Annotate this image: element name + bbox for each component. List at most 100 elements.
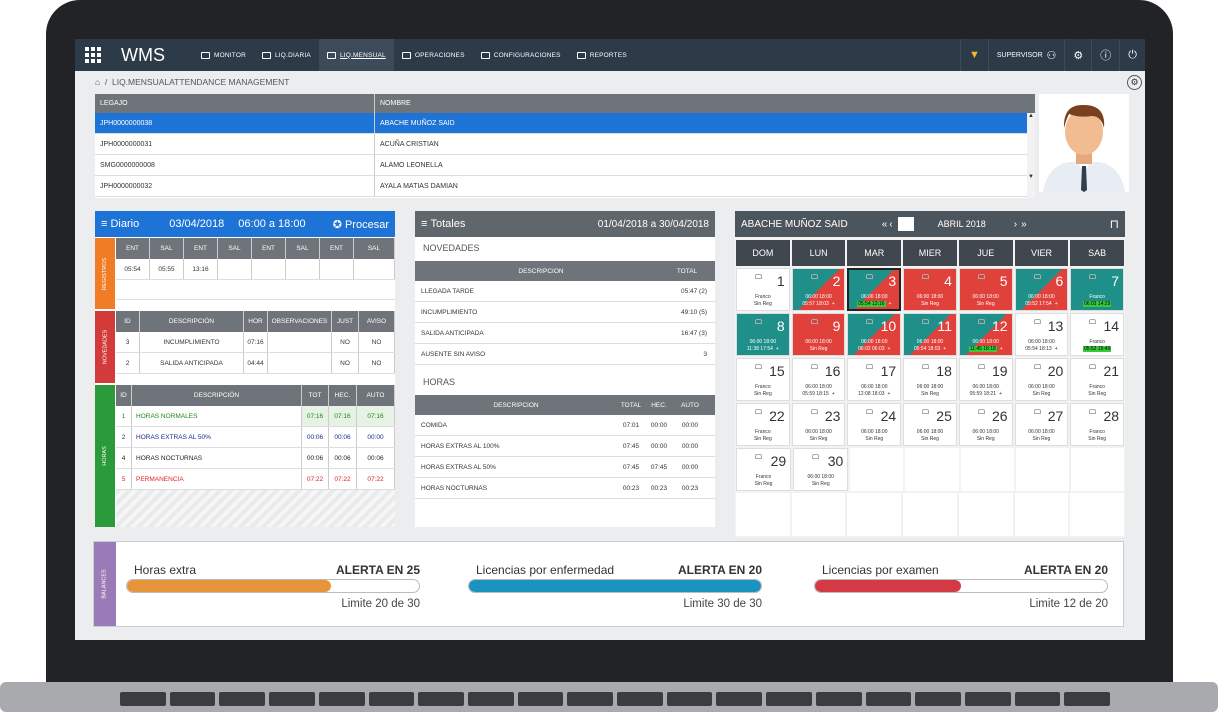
registros-value[interactable] (354, 259, 395, 279)
settings-icon[interactable]: ⚙ (1064, 39, 1091, 71)
calendar-day[interactable]: 6 06:00 18:00 05:52 17:54 + (1014, 268, 1069, 311)
plus-icon[interactable]: + (1054, 301, 1058, 307)
registros-value[interactable]: 05:54 (116, 259, 150, 279)
novedades-row[interactable]: 3 INCUMPLIMIENTO 07:16 NO NO (116, 332, 395, 353)
horas-row[interactable]: 4 HORAS NOCTURNAS 00:06 00:06 00:06 (116, 448, 395, 469)
filter-icon[interactable]: ▼ (959, 39, 988, 71)
calendar-day[interactable]: 23 06:00 18:00 Sin Reg (791, 403, 846, 446)
plus-icon[interactable]: + (998, 391, 1002, 397)
page-settings-icon[interactable]: ⚙ (1127, 75, 1142, 90)
calendar-day[interactable]: 4 06:00 18:00 Sin Reg (903, 268, 957, 311)
totales-nov-row[interactable]: INCUMPLIMIENTO 49:10 (5) (415, 302, 715, 323)
plus-icon[interactable]: + (943, 346, 947, 352)
lock-icon[interactable]: ⊓ (1109, 217, 1119, 231)
plus-icon[interactable]: + (887, 391, 891, 397)
plus-icon[interactable]: + (831, 301, 835, 307)
totales-nov-row[interactable]: SALIDA ANTICIPADA 16:47 (3) (415, 323, 715, 344)
horas-row[interactable]: 1 HORAS NORMALES 07:16 07:16 07:16 (116, 406, 395, 427)
calendar-day[interactable]: 16 06:00 18:00 05:59 18:15 + (791, 358, 846, 401)
list-icon: ≡ (421, 218, 428, 230)
calendar-week: 8 06:00 18:00 11:38 17:54 +9 06:00 18:00 Sin … (736, 313, 1125, 356)
calendar-day[interactable]: 12 06:00 18:00 11:45 18:18 + (958, 313, 1013, 356)
calendar-day[interactable]: 24 06:00 18:00 Sin Reg (847, 403, 902, 446)
horas-row[interactable]: 5 PERMANENCIA 07:22 07:22 07:22 (116, 469, 395, 490)
totales-hor-cell: 00:00 (650, 421, 668, 429)
day-lock-icon (866, 274, 874, 279)
nav-item-monitor[interactable]: MONITOR (193, 39, 254, 71)
prev-month-icon[interactable]: ‹ (889, 218, 893, 230)
registros-value[interactable] (286, 259, 320, 279)
day-number: 11 (937, 318, 952, 334)
calendar-day[interactable]: 25 06:00 18:00 Sin Reg (903, 403, 957, 446)
home-icon[interactable]: ⌂ (95, 77, 101, 87)
nav-item-liq-mensual[interactable]: LIQ.MENSUAL (318, 39, 394, 71)
nav-item-reportes[interactable]: REPORTES (569, 39, 635, 71)
apps-grid-icon[interactable] (85, 47, 101, 63)
registros-value[interactable] (218, 259, 252, 279)
calendar-day[interactable]: 20 06:00 18:00 Sin Reg (1014, 358, 1069, 401)
calendar-day[interactable]: 18 06:00 18:00 Sin Reg (903, 358, 957, 401)
calendar-day[interactable]: 17 06:00 18:00 12:08 18:03 + (847, 358, 902, 401)
calendar-day[interactable]: 14 Franco 05:52 15:49 (1070, 313, 1125, 356)
registros-value[interactable] (252, 259, 286, 279)
calendar-day[interactable]: 15 Franco Sin Reg (736, 358, 790, 401)
registros-value[interactable]: 05:55 (150, 259, 184, 279)
diario-date[interactable]: 03/04/2018 (169, 218, 225, 230)
novedades-row[interactable]: 2 SALIDA ANTICIPADA 04:44 NO NO (116, 353, 395, 374)
employee-scrollbar[interactable]: ▲ ▼ (1027, 113, 1035, 198)
employee-row[interactable]: JPH0000000032 AYALA MATIAS DAMIAN (95, 176, 1035, 197)
employee-nombre: ALAMO LEONELLA (380, 161, 443, 169)
month-toggle[interactable] (897, 217, 914, 231)
info-icon[interactable]: ⓘ (1091, 39, 1119, 71)
calendar-day[interactable]: 26 06:00 18:00 Sin Reg (958, 403, 1013, 446)
totales-hor-row[interactable]: HORAS EXTRAS AL 100% 07:45 00:00 00:00 (415, 436, 715, 457)
plus-icon[interactable]: + (888, 301, 892, 307)
day-number: 29 (770, 453, 787, 469)
calendar-day[interactable]: 22 Franco Sin Reg (736, 403, 790, 446)
registros-value[interactable] (320, 259, 354, 279)
totales-nov-col: TOTAL (676, 267, 698, 275)
employee-row[interactable]: JPH0000000031 ACUÑA CRISTIAN (95, 134, 1035, 155)
horas-row[interactable]: 2 HORAS EXTRAS AL 50% 00:06 00:06 00:00 (116, 427, 395, 448)
calendar-day[interactable]: 5 06:00 18:00 Sin Reg (958, 268, 1013, 311)
calendar-day[interactable]: 19 06:00 18:00 05:59 18:21 + (958, 358, 1013, 401)
nav-item-operaciones[interactable]: OPERACIONES (394, 39, 473, 71)
totales-nov-row[interactable]: LLEGADA TARDE 05:47 (2) (415, 281, 715, 302)
next-month-icon[interactable]: › (1013, 218, 1018, 230)
calendar-day[interactable]: 7 Franco 06:03 14:29 (1070, 268, 1125, 311)
plus-icon[interactable]: + (1054, 346, 1058, 352)
breadcrumb-path[interactable]: LIQ.MENSUAL (111, 77, 170, 87)
plus-icon[interactable]: + (831, 391, 835, 397)
employee-row[interactable]: SMG0000000008 ALAMO LEONELLA (95, 155, 1035, 176)
calendar-day[interactable]: 11 06:00 18:00 05:54 18:03 + (903, 313, 957, 356)
prev-year-icon[interactable]: « (881, 218, 888, 230)
calendar-day[interactable]: 30 06:00 18:00 Sin Reg (793, 448, 849, 491)
totales-nov-row[interactable]: AUSENTE SIN AVISO 3 (415, 344, 715, 365)
nav-item-configuraciones[interactable]: CONFIGURACIONES (473, 39, 569, 71)
calendar-day[interactable]: 13 06:00 18:00 05:54 18:13 + (1014, 313, 1069, 356)
calendar-day[interactable]: 9 06:00 18:00 Sin Reg (791, 313, 846, 356)
horas-table: ID DESCRIPCIÓN TOT HEC. AUTO 1 HORAS NORMALES 0… (116, 385, 395, 490)
totales-hor-row[interactable]: HORAS NOCTURNAS 00:23 00:23 00:23 (415, 478, 715, 499)
totales-hor-row[interactable]: HORAS EXTRAS AL 50% 07:45 07:45 00:00 (415, 457, 715, 478)
nav-item-liq-diaria[interactable]: LIQ.DIARIA (254, 39, 319, 71)
plus-icon[interactable]: + (775, 346, 779, 352)
calendar-day[interactable]: 1 Franco Sin Reg (736, 268, 790, 311)
calendar-day[interactable]: 2 06:00 18:00 05:57 18:03 + (791, 268, 846, 311)
process-button[interactable]: ✪ Procesar (333, 218, 389, 231)
calendar-day[interactable]: 27 06:00 18:00 Sin Reg (1014, 403, 1069, 446)
plus-icon[interactable]: + (887, 346, 891, 352)
calendar-day[interactable]: 10 06:00 18:00 06:02 06:03 + (847, 313, 902, 356)
plus-icon[interactable]: + (999, 346, 1003, 352)
employee-row[interactable]: JPH0000000038 ABACHE MUÑOZ SAID (95, 113, 1035, 134)
power-icon[interactable]: ⏻ (1119, 39, 1145, 71)
totales-hor-row[interactable]: COMIDA 07:01 00:00 00:00 (415, 415, 715, 436)
user-menu[interactable]: SUPERVISOR ⚇ (987, 39, 1065, 71)
next-year-icon[interactable]: » (1021, 218, 1027, 230)
calendar-day[interactable]: 21 Franco Sin Reg (1070, 358, 1125, 401)
calendar-day[interactable]: 29 Franco Sin Reg (736, 448, 792, 491)
calendar-day[interactable]: 3 06:00 18:00 05:54 13:16 + (847, 268, 902, 311)
calendar-day[interactable]: 28 Franco Sin Reg (1070, 403, 1125, 446)
registros-value[interactable]: 13:16 (184, 259, 218, 279)
calendar-day[interactable]: 8 06:00 18:00 11:38 17:54 + (736, 313, 790, 356)
